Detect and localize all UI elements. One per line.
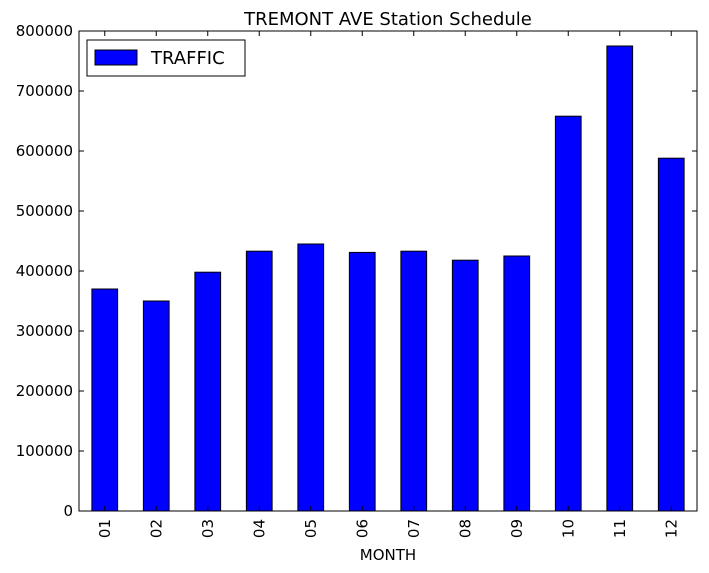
x-tick-label: 10 <box>559 519 577 538</box>
bar-12 <box>657 157 685 512</box>
y-tick-label: 800000 <box>16 22 73 40</box>
legend-label: TRAFFIC <box>150 48 225 69</box>
bar-06 <box>348 251 376 512</box>
plot-frame <box>78 30 698 512</box>
x-tick-label: 12 <box>662 519 680 538</box>
y-tick-label: 500000 <box>16 202 73 220</box>
bar-series <box>91 45 685 512</box>
legend: TRAFFIC <box>86 39 246 77</box>
x-tick-label: 08 <box>456 519 474 538</box>
bar-04 <box>245 250 273 512</box>
y-axis: 0 100000 200000 300000 400000 500000 600000 700… <box>16 22 697 520</box>
legend-swatch <box>94 49 138 66</box>
bar-02 <box>142 300 170 512</box>
x-tick-label: 06 <box>353 519 371 538</box>
y-tick-label: 600000 <box>16 142 73 160</box>
bar-09 <box>503 255 531 512</box>
chart-title: TREMONT AVE Station Schedule <box>243 9 532 30</box>
x-tick-label: 09 <box>508 519 526 538</box>
x-tick-label: 11 <box>611 519 629 538</box>
bar-03 <box>194 271 222 512</box>
bar-08 <box>451 259 479 512</box>
bar-07 <box>400 250 428 512</box>
bar-01 <box>91 288 119 512</box>
y-tick-label: 300000 <box>16 322 73 340</box>
x-axis: 01 02 03 04 05 06 07 08 09 10 11 12 <box>96 31 680 538</box>
x-tick-label: 02 <box>147 519 165 538</box>
x-tick-label: 05 <box>302 519 320 538</box>
bar-10 <box>554 115 582 512</box>
y-tick-label: 700000 <box>16 82 73 100</box>
y-tick-label: 400000 <box>16 262 73 280</box>
y-tick-label: 200000 <box>16 382 73 400</box>
y-tick-label: 0 <box>63 502 73 520</box>
x-tick-label: 03 <box>199 519 217 538</box>
x-axis-label: MONTH <box>360 546 416 564</box>
y-tick-label: 100000 <box>16 442 73 460</box>
x-tick-label: 07 <box>405 519 423 538</box>
bar-11 <box>606 45 634 512</box>
x-tick-label: 01 <box>96 519 114 538</box>
x-tick-label: 04 <box>250 519 268 538</box>
bar-05 <box>297 243 325 512</box>
